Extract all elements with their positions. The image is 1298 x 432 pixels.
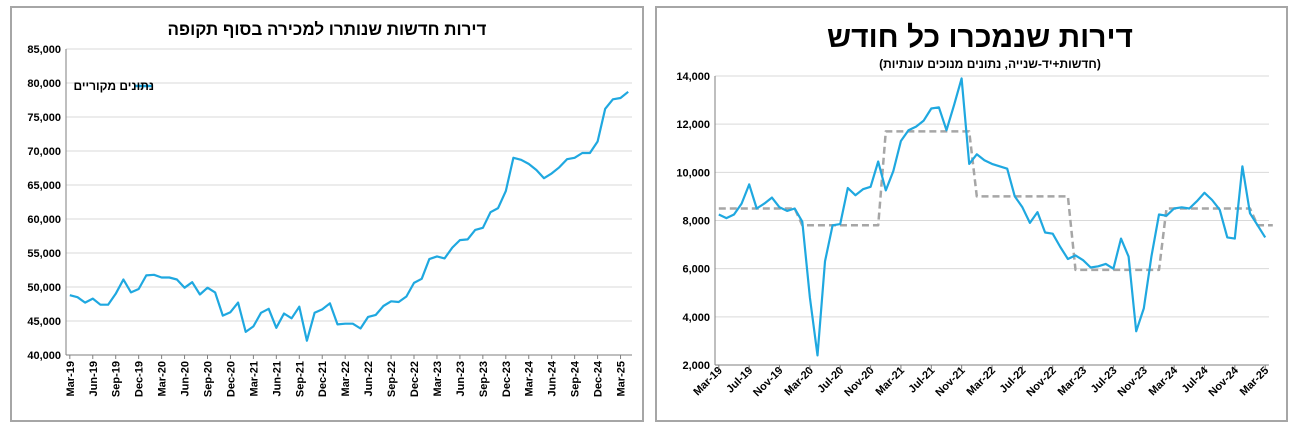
right-x-tick-label: Nov-22: [1024, 365, 1058, 399]
left-x-tick-label: Mar-24: [524, 360, 536, 396]
left-x-tick-label: Mar-19: [65, 361, 77, 396]
left-y-tick-label: 45,000: [27, 316, 61, 328]
right-y-tick-label: 10,000: [676, 167, 710, 179]
right-y-tick-label: 8,000: [682, 216, 710, 228]
right-x-tick-label: Nov-19: [751, 365, 785, 399]
left-x-tick-label: Mar-20: [157, 361, 169, 396]
left-x-tick-label: Jun-19: [88, 361, 100, 396]
left-chart-panel: דירות חדשות שנותרו למכירה בסוף תקופה 40,…: [10, 6, 644, 422]
left-x-tick-label: Mar-21: [248, 361, 260, 396]
right-x-tick-label: Mar-24: [1147, 364, 1181, 398]
left-y-tick-label: 75,000: [27, 112, 61, 124]
left-series-line: [69, 90, 629, 342]
right-y-tick-label: 2,000: [682, 360, 710, 372]
right-series: [718, 77, 1273, 357]
left-x-tick-label: Jun-24: [547, 360, 559, 396]
left-x-tick-label: Jun-21: [271, 361, 283, 396]
left-gridlines: [66, 48, 632, 322]
left-legend-label: נתונים מקוריים: [73, 79, 154, 93]
left-y-tick-labels: 40,000 45,000 50,000 55,000 60,000 65,000 70,0…: [27, 44, 61, 362]
right-x-tick-label: Nov-21: [933, 365, 967, 399]
left-x-tick-label: Jun-20: [180, 361, 192, 396]
left-x-tick-label: Sep-24: [570, 360, 582, 397]
right-chart-subtitle: (חדשות+יד-שנייה, נתונים מנוכים עונתיות): [879, 57, 1101, 71]
right-x-tick-label: Mar-22: [965, 365, 999, 399]
left-y-tick-label: 40,000: [27, 350, 61, 362]
right-y-tick-label: 6,000: [682, 264, 710, 276]
right-chart-panel: דירות שנמכרו כל חודש (חדשות+יד-שנייה, נת…: [655, 6, 1288, 422]
left-x-tick-label: Dec-24: [593, 360, 605, 397]
left-x-tick-label: Sep-20: [203, 361, 215, 397]
right-x-tick-label: Nov-23: [1115, 365, 1149, 399]
right-gridlines: [715, 75, 1269, 318]
left-y-tick-label: 50,000: [27, 282, 61, 294]
left-x-tick-label: Dec-22: [409, 361, 421, 397]
left-y-tick-label: 55,000: [27, 248, 61, 260]
right-chart: דירות שנמכרו כל חודש (חדשות+יד-שנייה, נת…: [676, 21, 1273, 399]
left-x-tick-label: Jun-23: [455, 361, 467, 396]
right-x-tick-label: Mar-21: [873, 365, 907, 399]
right-average-line: [718, 130, 1273, 272]
left-x-tick-label: Mar-22: [340, 361, 352, 396]
right-y-tick-label: 4,000: [682, 312, 710, 324]
left-chart-title: דירות חדשות שנותרו למכירה בסוף תקופה: [168, 20, 487, 39]
left-legend: נתונים מקוריים: [73, 79, 154, 93]
right-series-line: [718, 77, 1267, 357]
left-series: [69, 90, 629, 342]
right-y-tick-label: 14,000: [676, 71, 710, 83]
right-x-tick-label: Mar-23: [1056, 365, 1090, 399]
left-chart: דירות חדשות שנותרו למכירה בסוף תקופה 40,…: [27, 20, 632, 397]
left-x-tick-label: Dec-19: [134, 361, 146, 397]
right-x-tick-label: Nov-20: [842, 365, 876, 399]
left-x-tick-labels: Mar-19 Jun-19 Sep-19 Dec-19 Mar-20 Jun-20 Sep-…: [65, 360, 628, 397]
left-y-tick-label: 80,000: [27, 78, 61, 90]
left-axes: [65, 49, 632, 359]
right-x-tick-label: Mar-20: [782, 365, 816, 399]
left-x-tick-label: Jun-22: [363, 361, 375, 396]
right-chart-title: דירות שנמכרו כל חודש: [827, 21, 1133, 54]
right-x-tick-label: Mar-25: [1238, 365, 1272, 399]
left-x-tick-label: Sep-21: [294, 361, 306, 397]
left-x-tick-label: Sep-23: [478, 361, 490, 397]
right-y-tick-label: 12,000: [676, 119, 710, 131]
right-axes: [714, 76, 1269, 369]
left-x-tick-label: Dec-21: [317, 361, 329, 397]
left-y-tick-label: 70,000: [27, 146, 61, 158]
left-y-tick-label: 85,000: [27, 44, 61, 56]
left-x-tick-label: Dec-20: [225, 361, 237, 397]
left-x-tick-label: Mar-23: [432, 361, 444, 396]
left-y-tick-label: 65,000: [27, 180, 61, 192]
left-x-tick-label: Sep-22: [386, 361, 398, 397]
left-x-tick-label: Dec-23: [501, 361, 513, 397]
left-y-tick-label: 60,000: [27, 214, 61, 226]
left-x-tick-label: Sep-19: [111, 361, 123, 397]
right-y-tick-labels: 2,000 4,000 6,000 8,000 10,000 12,000 14,000: [676, 71, 710, 372]
left-x-tick-label: Mar-25: [616, 361, 628, 396]
right-x-tick-label: Nov-24: [1207, 364, 1242, 399]
